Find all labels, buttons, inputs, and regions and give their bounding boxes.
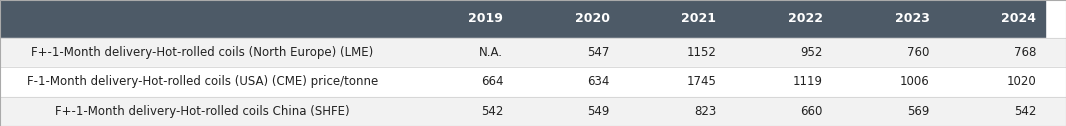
Bar [0, 97, 1066, 126]
Text: N.A.: N.A. [479, 46, 503, 59]
Text: 1006: 1006 [900, 75, 930, 88]
Text: F+-1-Month delivery-Hot-rolled coils China (SHFE): F+-1-Month delivery-Hot-rolled coils Chi… [55, 105, 350, 118]
Text: 823: 823 [694, 105, 716, 118]
Text: 2024: 2024 [1001, 12, 1036, 25]
Text: 760: 760 [907, 46, 930, 59]
Text: 2023: 2023 [894, 12, 930, 25]
Text: 634: 634 [587, 75, 610, 88]
Text: 569: 569 [907, 105, 930, 118]
Text: 660: 660 [801, 105, 823, 118]
Text: 664: 664 [481, 75, 503, 88]
Text: 2020: 2020 [575, 12, 610, 25]
Text: F+-1-Month delivery-Hot-rolled coils (North Europe) (LME): F+-1-Month delivery-Hot-rolled coils (No… [31, 46, 374, 59]
Text: 1119: 1119 [793, 75, 823, 88]
Bar [0, 67, 1066, 97]
Text: 542: 542 [481, 105, 503, 118]
Bar [618, 0, 725, 38]
Text: 2021: 2021 [681, 12, 716, 25]
Text: 1020: 1020 [1006, 75, 1036, 88]
Bar [938, 0, 1045, 38]
Text: 542: 542 [1014, 105, 1036, 118]
Text: 1152: 1152 [687, 46, 716, 59]
Bar [512, 0, 618, 38]
Text: 2019: 2019 [468, 12, 503, 25]
Text: F-1-Month delivery-Hot-rolled coils (USA) (CME) price/tonne: F-1-Month delivery-Hot-rolled coils (USA… [27, 75, 378, 88]
Text: 768: 768 [1014, 46, 1036, 59]
Text: 549: 549 [587, 105, 610, 118]
Bar [725, 0, 831, 38]
Text: 1745: 1745 [687, 75, 716, 88]
Text: 952: 952 [801, 46, 823, 59]
Text: 547: 547 [587, 46, 610, 59]
Bar [831, 0, 938, 38]
Bar [405, 0, 512, 38]
Text: 2022: 2022 [788, 12, 823, 25]
Bar [0, 38, 1066, 67]
Bar [0, 0, 405, 38]
